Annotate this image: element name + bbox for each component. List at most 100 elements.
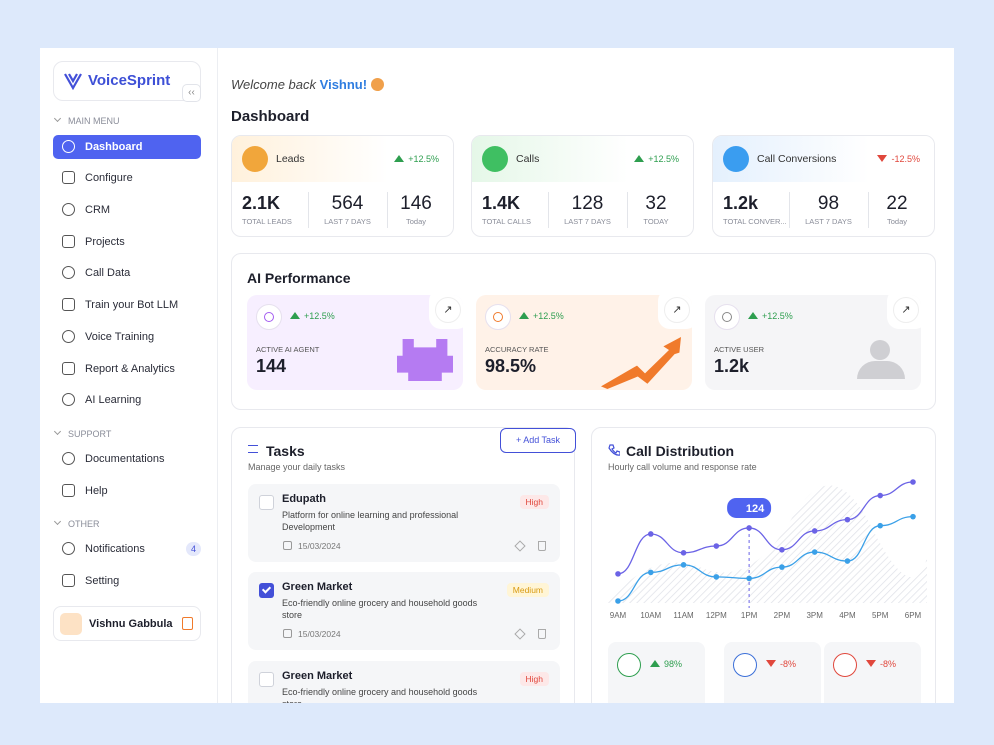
- menu-item[interactable]: Help: [53, 479, 201, 503]
- open-button[interactable]: ↗: [435, 297, 461, 323]
- change-text: -12.5%: [891, 154, 920, 164]
- x-tick-label: 9AM: [610, 611, 627, 620]
- ai-card: +12.5% ACTIVE USER 1.2k ↗: [705, 295, 921, 390]
- menu-label: Voice Training: [85, 331, 155, 343]
- menu-label: CRM: [85, 204, 111, 216]
- summary-icon: [733, 653, 757, 677]
- call-distribution: Call Distribution Hourly call volume and…: [591, 427, 936, 703]
- task-checkbox[interactable]: [259, 583, 274, 598]
- menu-item[interactable]: Notifications 4: [53, 537, 201, 561]
- menu-item[interactable]: AI Learning: [53, 388, 201, 412]
- trend-arrow: [877, 155, 888, 162]
- tasks-panel: Tasks Manage your daily tasks + Add Task…: [231, 427, 576, 703]
- stat-card: Leads +12.5% 2.1K TOTAL LEADS 564 LAST 7 DAYS…: [231, 135, 454, 237]
- menu-item[interactable]: Train your Bot LLM: [53, 293, 201, 317]
- stat-card: Calls +12.5% 1.4K TOTAL CALLS 128 LAST 7 DAYS…: [471, 135, 694, 237]
- metric-value: 2.1K: [242, 193, 281, 213]
- task-name: Edupath: [282, 493, 326, 505]
- edit-icon[interactable]: [514, 540, 526, 552]
- ai-label: ACTIVE AI AGENT: [256, 345, 320, 354]
- change-text: +12.5%: [762, 311, 793, 321]
- open-button[interactable]: ↗: [893, 297, 919, 323]
- menu-icon: [62, 362, 75, 375]
- notification-badge: 4: [186, 542, 201, 556]
- trend-arrow: [634, 155, 645, 162]
- metric-value: 128: [571, 193, 604, 214]
- data-point: [910, 479, 916, 485]
- add-task-button[interactable]: + Add Task: [500, 428, 576, 453]
- data-point: [615, 598, 621, 604]
- stat-title: Leads: [276, 153, 305, 165]
- sidebar: VoiceSprint ‹‹ MAIN MENU Dashboard Configu…: [40, 48, 218, 703]
- menu-label: Setting: [85, 575, 120, 587]
- trend-arrow: [766, 660, 776, 667]
- phone-icon: [608, 444, 620, 456]
- metric-value: 564: [331, 193, 364, 214]
- menu-item[interactable]: Setting: [53, 569, 201, 593]
- metric-divider: [387, 192, 388, 228]
- data-point: [877, 522, 884, 529]
- menu-item[interactable]: Documentations: [53, 447, 201, 471]
- collapse-button[interactable]: ‹‹: [182, 84, 201, 102]
- calendar-icon: [283, 629, 292, 638]
- task-checkbox[interactable]: [259, 672, 274, 687]
- user-avatar: [60, 613, 82, 635]
- user-name: Vishnu Gabbula: [89, 618, 173, 630]
- data-point: [746, 575, 752, 582]
- edit-icon[interactable]: [514, 628, 526, 640]
- page-title: Dashboard: [231, 108, 310, 125]
- open-button[interactable]: ↗: [664, 297, 690, 323]
- ai-card: +12.5% ACCURACY RATE 98.5% ↗: [476, 295, 692, 390]
- change-text: 98%: [664, 659, 683, 669]
- series-line: [617, 481, 914, 575]
- x-tick-label: 1PM: [741, 611, 758, 620]
- summary-card: 98%: [608, 642, 705, 703]
- series-line: [617, 515, 914, 602]
- menu-label: Configure: [85, 172, 133, 184]
- chevron: [53, 114, 62, 123]
- ai-change: +12.5%: [519, 311, 564, 321]
- menu-item[interactable]: Dashboard: [53, 135, 201, 159]
- menu-item[interactable]: Configure: [53, 166, 201, 190]
- trend-arrow: [394, 155, 405, 162]
- cd-title: Call Distribution: [626, 443, 735, 459]
- ai-icon-dot: [722, 312, 732, 322]
- ai-value: 1.2k: [714, 356, 750, 376]
- menu-item[interactable]: Call Data: [53, 261, 201, 285]
- user-box[interactable]: Vishnu Gabbula: [53, 606, 201, 641]
- menu-item[interactable]: CRM: [53, 198, 201, 222]
- delete-icon[interactable]: [538, 541, 546, 551]
- metric-value: 22: [886, 193, 908, 214]
- ai-icon-dot: [264, 312, 274, 322]
- stat-icon: [482, 146, 508, 172]
- data-point: [844, 558, 851, 564]
- stat-card-header: [472, 136, 693, 182]
- metric-label: TOTAL CONVER...: [723, 217, 787, 226]
- metric-label: TODAY: [643, 217, 669, 226]
- task-item: Edupath Platform for online learning and …: [248, 484, 560, 562]
- menu-label: Call Data: [85, 267, 131, 279]
- x-tick-label: 11AM: [673, 611, 694, 620]
- ai-card: +12.5% ACTIVE AI AGENT 144 ↗: [247, 295, 463, 390]
- metric-divider: [548, 192, 549, 228]
- menu-item[interactable]: Projects: [53, 230, 201, 254]
- delete-icon[interactable]: [538, 629, 546, 639]
- data-point: [811, 549, 818, 555]
- metric-divider: [308, 192, 309, 228]
- task-checkbox[interactable]: [259, 495, 274, 510]
- tooltip-value: 124: [746, 503, 765, 515]
- x-tick-label: 4PM: [839, 611, 856, 620]
- menu-item[interactable]: Report & Analytics: [53, 357, 201, 381]
- ai-value: 98.5%: [485, 356, 537, 376]
- ai-performance: AI Performance +12.5% ACTIVE AI AGENT 144 ↗…: [231, 253, 936, 410]
- ai-change: +12.5%: [748, 311, 793, 321]
- stat-icon: [242, 146, 268, 172]
- data-point: [713, 574, 720, 580]
- menu-item[interactable]: Voice Training: [53, 325, 201, 349]
- ai-change: +12.5%: [290, 311, 335, 321]
- brand: VoiceSprint: [88, 72, 171, 89]
- tasks-title: Tasks: [266, 443, 305, 459]
- stat-card: Call Conversions -12.5% 1.2k TOTAL CONVER..…: [712, 135, 935, 237]
- metric-value: 32: [645, 193, 667, 214]
